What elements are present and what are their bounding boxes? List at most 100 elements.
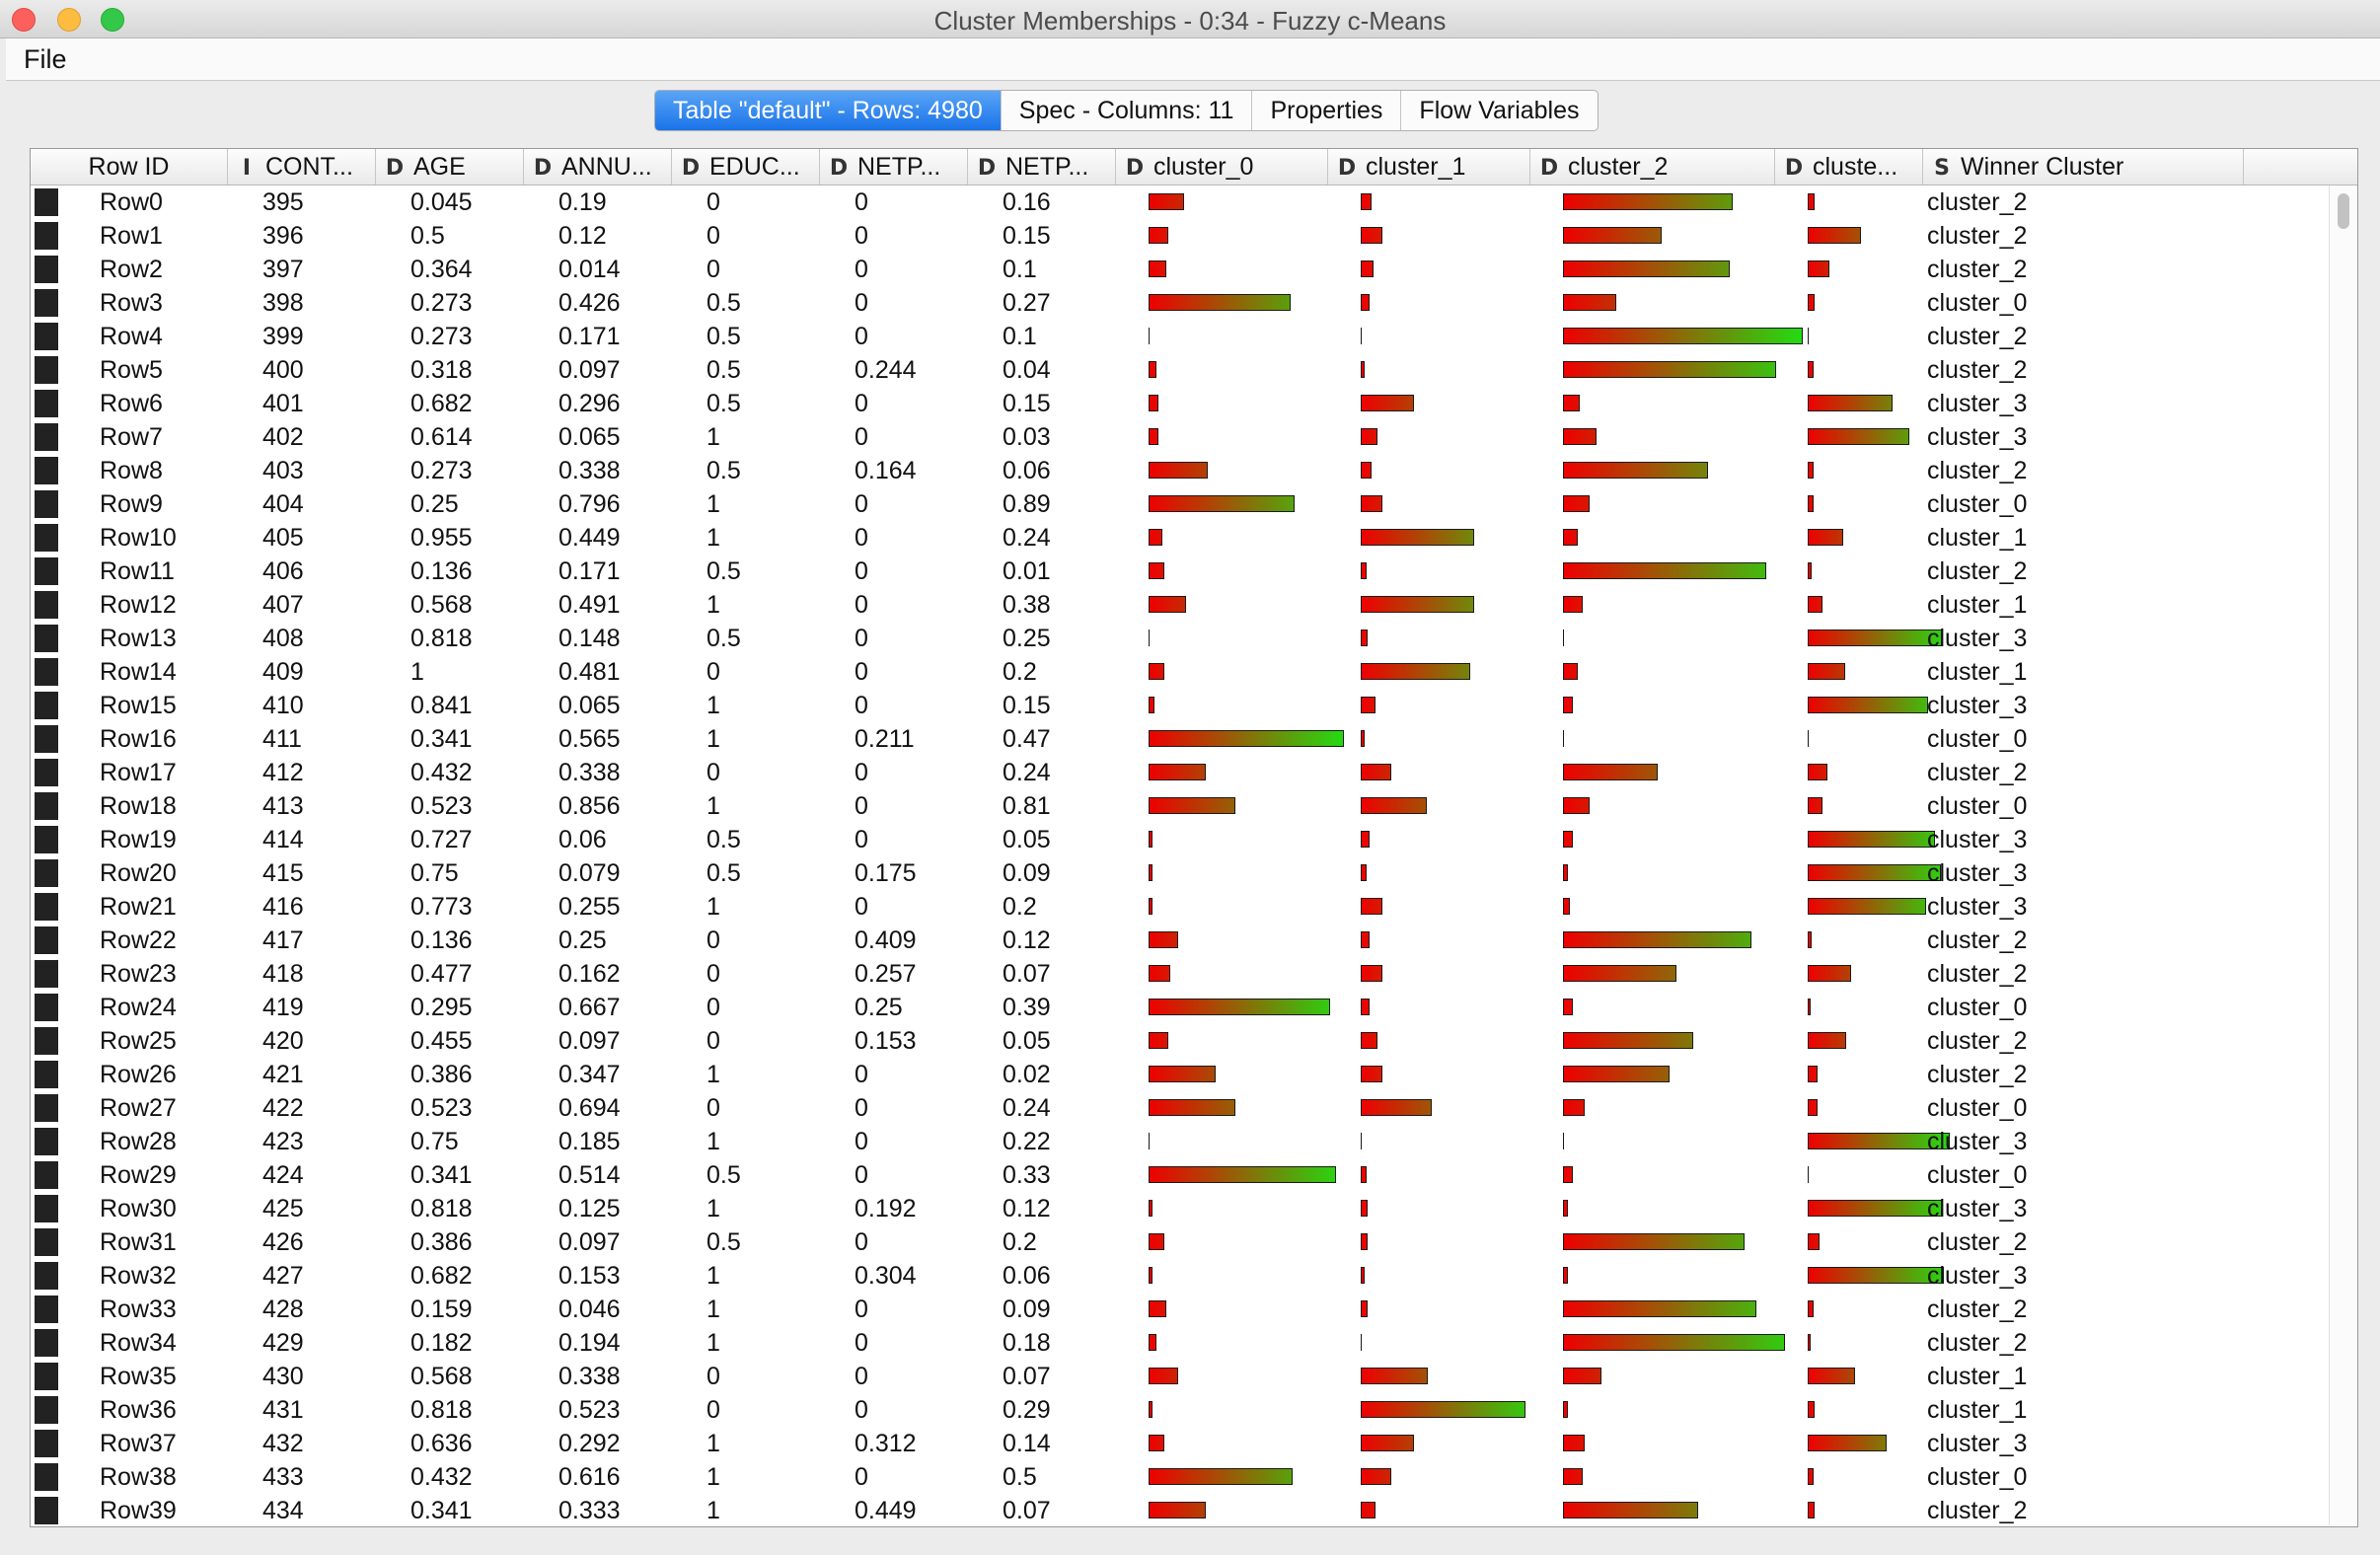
cluster-1-bar xyxy=(1361,999,1370,1015)
table-row[interactable]: Row6 401 0.682 0.296 0.5 0 0.15 cluster_3 xyxy=(31,387,2330,420)
tab-properties[interactable]: Properties xyxy=(1252,91,1402,130)
table-row[interactable]: Row23 418 0.477 0.162 0 0.257 0.07 cluster_2 xyxy=(31,957,2330,991)
cluster-2-bar xyxy=(1563,629,1565,646)
table-row[interactable]: Row37 432 0.636 0.292 1 0.312 0.14 cluster_3 xyxy=(31,1427,2330,1460)
annu-cell: 0.514 xyxy=(558,1161,621,1189)
cont-cell: 423 xyxy=(262,1128,304,1155)
header-row-id[interactable]: Row ID xyxy=(31,149,228,185)
menu-file[interactable]: File xyxy=(24,44,67,74)
table-row[interactable]: Row19 414 0.727 0.06 0.5 0 0.05 cluster_3 xyxy=(31,823,2330,856)
table-row[interactable]: Row4 399 0.273 0.171 0.5 0 0.1 cluster_2 xyxy=(31,320,2330,353)
table-row[interactable]: Row31 426 0.386 0.097 0.5 0 0.2 cluster_2 xyxy=(31,1225,2330,1259)
cluster-1-bar xyxy=(1361,395,1414,411)
maximize-window-button[interactable] xyxy=(101,8,124,32)
table-row[interactable]: Row22 417 0.136 0.25 0 0.409 0.12 cluster_2 xyxy=(31,924,2330,957)
table-row[interactable]: Row14 409 1 0.481 0 0 0.2 cluster_1 xyxy=(31,655,2330,689)
header-educ[interactable]: D EDUC... xyxy=(672,149,820,185)
table-row[interactable]: Row26 421 0.386 0.347 1 0 0.02 cluster_2 xyxy=(31,1058,2330,1091)
table-row[interactable]: Row35 430 0.568 0.338 0 0 0.07 cluster_1 xyxy=(31,1360,2330,1393)
table-row[interactable]: Row25 420 0.455 0.097 0 0.153 0.05 cluster_2 xyxy=(31,1024,2330,1058)
age-cell: 0.182 xyxy=(410,1329,473,1357)
netp-2-cell: 0.15 xyxy=(1003,222,1051,250)
table-row[interactable]: Row38 433 0.432 0.616 1 0 0.5 cluster_0 xyxy=(31,1460,2330,1494)
table-row[interactable]: Row33 428 0.159 0.046 1 0 0.09 cluster_2 xyxy=(31,1293,2330,1326)
cluster-3-bar xyxy=(1808,596,1822,613)
column-type-icon: D xyxy=(829,156,849,181)
table-row[interactable]: Row34 429 0.182 0.194 1 0 0.18 cluster_2 xyxy=(31,1326,2330,1360)
educ-cell: 0 xyxy=(707,188,720,216)
column-header-label: cluster_2 xyxy=(1568,153,1669,181)
educ-cell: 0.5 xyxy=(707,1228,741,1256)
header-annu[interactable]: D ANNU... xyxy=(524,149,672,185)
winner-cluster-cell: cluster_2 xyxy=(1927,759,2028,786)
winner-cluster-cell: cluster_2 xyxy=(1927,960,2028,988)
table-row[interactable]: Row30 425 0.818 0.125 1 0.192 0.12 cluster_3 xyxy=(31,1192,2330,1225)
table-row[interactable]: Row12 407 0.568 0.491 1 0 0.38 cluster_1 xyxy=(31,588,2330,622)
table-row[interactable]: Row0 395 0.045 0.19 0 0 0.16 cluster_2 xyxy=(31,185,2330,219)
winner-cluster-cell: cluster_3 xyxy=(1927,893,2028,921)
table-row[interactable]: Row11 406 0.136 0.171 0.5 0 0.01 cluster_2 xyxy=(31,555,2330,588)
educ-cell: 1 xyxy=(707,1329,720,1357)
header-age[interactable]: D AGE xyxy=(376,149,524,185)
table-row[interactable]: Row8 403 0.273 0.338 0.5 0.164 0.06 cluster_2 xyxy=(31,454,2330,487)
annu-cell: 0.19 xyxy=(558,188,607,216)
table-row[interactable]: Row29 424 0.341 0.514 0.5 0 0.33 cluster_0 xyxy=(31,1158,2330,1192)
table-row[interactable]: Row18 413 0.523 0.856 1 0 0.81 cluster_0 xyxy=(31,789,2330,823)
row-id-cell: Row5 xyxy=(100,356,163,384)
table-row[interactable]: Row27 422 0.523 0.694 0 0 0.24 cluster_0 xyxy=(31,1091,2330,1125)
header-netp-2[interactable]: D NETP... xyxy=(968,149,1116,185)
header-winner-cluster[interactable]: S Winner Cluster xyxy=(1923,149,2244,185)
cluster-3-bar xyxy=(1808,1166,1810,1183)
scrollbar-thumb[interactable] xyxy=(2338,193,2349,229)
table-row[interactable]: Row21 416 0.773 0.255 1 0 0.2 cluster_3 xyxy=(31,890,2330,924)
table-row[interactable]: Row3 398 0.273 0.426 0.5 0 0.27 cluster_0 xyxy=(31,286,2330,320)
table-row[interactable]: Row36 431 0.818 0.523 0 0 0.29 cluster_1 xyxy=(31,1393,2330,1427)
cluster-0-bar xyxy=(1149,797,1235,814)
annu-cell: 0.481 xyxy=(558,658,621,686)
table-row[interactable]: Row10 405 0.955 0.449 1 0 0.24 cluster_1 xyxy=(31,521,2330,555)
table-row[interactable]: Row20 415 0.75 0.079 0.5 0.175 0.09 cluster_3 xyxy=(31,856,2330,890)
vertical-scrollbar[interactable] xyxy=(2329,185,2357,1525)
table-row[interactable]: Row32 427 0.682 0.153 1 0.304 0.06 cluster_3 xyxy=(31,1259,2330,1293)
tab-flow-variables[interactable]: Flow Variables xyxy=(1419,97,1580,124)
netp-2-cell: 0.29 xyxy=(1003,1396,1051,1424)
winner-cluster-cell: cluster_2 xyxy=(1927,926,2028,954)
table-row[interactable]: Row15 410 0.841 0.065 1 0 0.15 cluster_3 xyxy=(31,689,2330,722)
cluster-0-bar xyxy=(1149,328,1151,344)
table-row[interactable]: Row28 423 0.75 0.185 1 0 0.22 cluster_3 xyxy=(31,1125,2330,1158)
table-row[interactable]: Row24 419 0.295 0.667 0 0.25 0.39 cluster_0 xyxy=(31,991,2330,1024)
cont-cell: 431 xyxy=(262,1396,304,1424)
table-row[interactable]: Row17 412 0.432 0.338 0 0 0.24 cluster_2 xyxy=(31,756,2330,789)
row-color-marker xyxy=(35,1363,58,1390)
winner-cluster-cell: cluster_0 xyxy=(1927,1463,2028,1491)
cont-cell: 409 xyxy=(262,658,304,686)
educ-cell: 1 xyxy=(707,1430,720,1457)
header-netp-1[interactable]: D NETP... xyxy=(820,149,968,185)
header-cont[interactable]: I CONT... xyxy=(228,149,376,185)
table-row[interactable]: Row13 408 0.818 0.148 0.5 0 0.25 cluster_3 xyxy=(31,622,2330,655)
netp-1-cell: 0 xyxy=(855,1061,868,1088)
tab-table[interactable]: Table "default" - Rows: 4980 xyxy=(655,91,1002,130)
table-row[interactable]: Row39 434 0.341 0.333 1 0.449 0.07 cluster_2 xyxy=(31,1494,2330,1526)
table-row[interactable]: Row1 396 0.5 0.12 0 0 0.15 cluster_2 xyxy=(31,219,2330,253)
close-window-button[interactable] xyxy=(12,8,36,32)
table-row[interactable]: Row2 397 0.364 0.014 0 0 0.1 cluster_2 xyxy=(31,253,2330,286)
annu-cell: 0.194 xyxy=(558,1329,621,1357)
winner-cluster-cell: cluster_2 xyxy=(1927,1061,2028,1088)
row-color-marker xyxy=(35,289,58,317)
netp-2-cell: 0.27 xyxy=(1003,289,1051,317)
title-bar: Cluster Memberships - 0:34 - Fuzzy c-Mea… xyxy=(0,0,2380,38)
table-row[interactable]: Row9 404 0.25 0.796 1 0 0.89 cluster_0 xyxy=(31,487,2330,521)
table-row[interactable]: Row16 411 0.341 0.565 1 0.211 0.47 cluster_0 xyxy=(31,722,2330,756)
minimize-window-button[interactable] xyxy=(57,8,81,32)
cluster-0-bar xyxy=(1149,495,1295,512)
winner-cluster-cell: cluster_0 xyxy=(1927,792,2028,820)
table-row[interactable]: Row5 400 0.318 0.097 0.5 0.244 0.04 cluster_2 xyxy=(31,353,2330,387)
tab-spec[interactable]: Spec - Columns: 11 xyxy=(1002,91,1253,130)
row-id-cell: Row10 xyxy=(100,524,177,552)
table-row[interactable]: Row7 402 0.614 0.065 1 0 0.03 cluster_3 xyxy=(31,420,2330,454)
